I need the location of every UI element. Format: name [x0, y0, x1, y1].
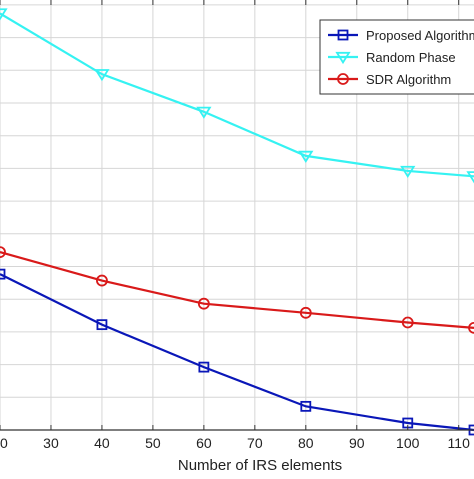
- x-tick-label: 70: [247, 435, 263, 451]
- x-tick-label: 80: [298, 435, 314, 451]
- legend-label: SDR Algorithm: [366, 72, 451, 87]
- series-line: [0, 274, 474, 430]
- x-tick-label: 50: [145, 435, 161, 451]
- series-sdr-algorithm: [0, 247, 474, 333]
- x-tick-label: 110: [448, 435, 471, 451]
- x-tick-label: 40: [94, 435, 110, 451]
- x-tick-label: 90: [349, 435, 365, 451]
- x-tick-label: 20: [0, 435, 8, 451]
- legend-label: Random Phase: [366, 50, 456, 65]
- x-axis-label: Number of IRS elements: [178, 457, 342, 474]
- x-tick-label: 30: [43, 435, 59, 451]
- legend: Proposed Algorithm Random Phase SDR Algori…: [320, 20, 474, 94]
- legend-label: Proposed Algorithm: [366, 28, 474, 43]
- x-tick-label: 60: [196, 435, 212, 451]
- series-proposed-algorithm: [0, 270, 474, 435]
- x-tick-labels: 20 30 40 50 60 70 80 90 100 110: [0, 435, 470, 451]
- x-tick-label: 100: [396, 435, 420, 451]
- series-line: [0, 252, 474, 328]
